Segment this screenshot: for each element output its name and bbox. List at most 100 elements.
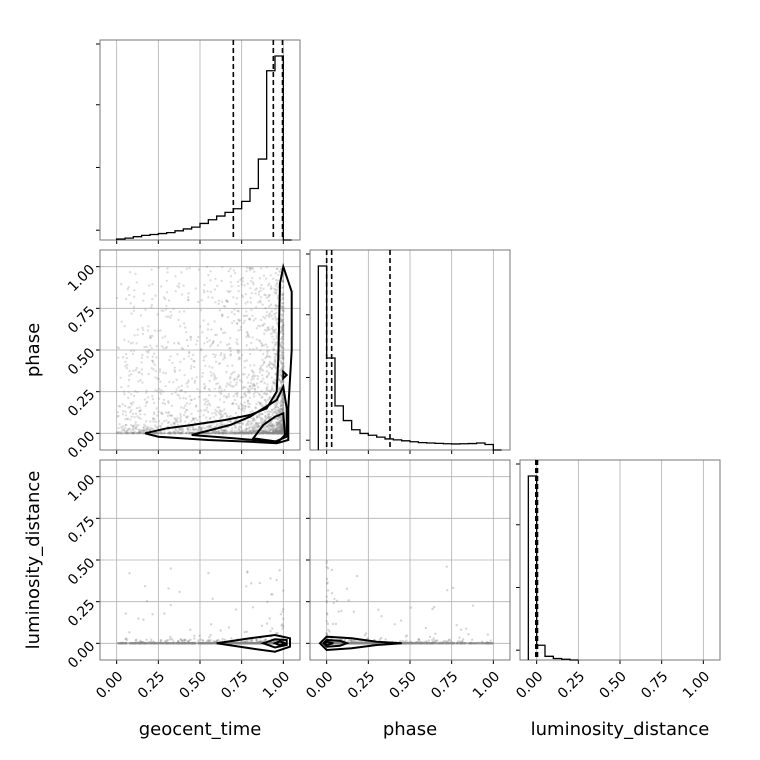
sample-point [175,418,179,422]
sample-point [154,370,157,373]
sample-point [279,386,282,389]
sample-point [246,300,249,304]
sample-point [192,427,195,431]
sample-point [116,411,120,414]
sample-point [135,342,138,345]
sample-point [150,305,153,309]
sample-point [282,334,285,337]
sample-point [280,396,283,399]
sample-point [124,426,127,430]
sample-point [237,310,240,313]
sample-point [211,412,214,415]
sample-point [234,412,238,415]
sample-point [255,347,258,350]
sample-point [189,431,193,435]
sample-point [249,420,252,424]
sample-point [203,403,207,406]
sample-point [281,329,284,333]
sample-point [234,392,237,396]
sample-point [262,430,265,433]
sample-point [194,427,198,431]
sample-point [269,425,272,428]
sample-point [280,432,283,435]
sample-point [151,397,155,401]
sample-point [219,353,222,357]
sample-point [136,432,139,435]
sample-point [281,431,285,435]
sample-point [238,356,241,359]
sample-point [281,431,285,435]
sample-point [130,641,133,645]
sample-point [271,317,275,321]
sample-point [238,426,241,429]
sample-point [260,341,263,345]
sample-point [178,431,181,434]
sample-point [179,641,183,645]
sample-point [268,431,271,435]
sample-point [119,432,123,435]
sample-point [279,419,283,423]
sample-point [281,356,285,360]
sample-point [125,432,128,435]
sample-point [151,359,154,363]
sample-point [159,638,163,642]
sample-point [253,425,257,429]
sample-point [277,430,280,434]
sample-point [188,432,191,435]
sample-point [280,429,283,433]
sample-point [151,417,155,421]
sample-point [215,333,218,337]
sample-point [244,405,247,408]
sample-point [205,425,209,428]
sample-point [135,425,138,428]
sample-point [258,368,261,371]
sample-point [147,349,151,352]
sample-point [212,339,215,343]
sample-point [270,310,274,313]
sample-point [164,372,168,375]
sample-point [145,400,149,404]
sample-point [207,296,210,299]
sample-point [267,423,270,426]
sample-point [263,430,266,433]
sample-point [184,411,187,414]
sample-point [209,424,213,427]
sample-point [265,370,269,373]
sample-point [256,377,259,381]
sample-point [278,416,281,419]
sample-point [180,431,183,435]
sample-point [273,328,276,332]
sample-point [189,336,193,339]
sample-point [182,284,185,287]
sample-point [172,432,176,435]
sample-point [275,282,278,285]
sample-point [142,425,145,429]
sample-point [265,388,268,392]
sample-point [131,401,135,404]
sample-point [139,408,143,412]
sample-point [214,360,218,363]
sample-point [129,342,133,345]
sample-point [279,429,283,433]
sample-point [281,321,285,324]
sample-point [129,349,133,352]
sample-point [170,392,174,396]
sample-point [132,349,136,352]
sample-point [281,400,284,403]
sample-point [245,431,249,434]
sample-point [247,399,250,402]
sample-point [116,642,120,645]
sample-point [252,431,255,435]
sample-point [207,273,210,277]
sample-point [160,309,163,312]
sample-point [145,428,148,431]
sample-point [274,342,278,346]
sample-point [203,382,206,386]
sample-point [269,396,272,399]
sample-point [139,417,142,420]
sample-point [162,432,166,435]
sample-point [131,352,135,356]
sample-point [273,432,276,435]
sample-point [191,377,194,380]
sample-point [234,383,238,387]
